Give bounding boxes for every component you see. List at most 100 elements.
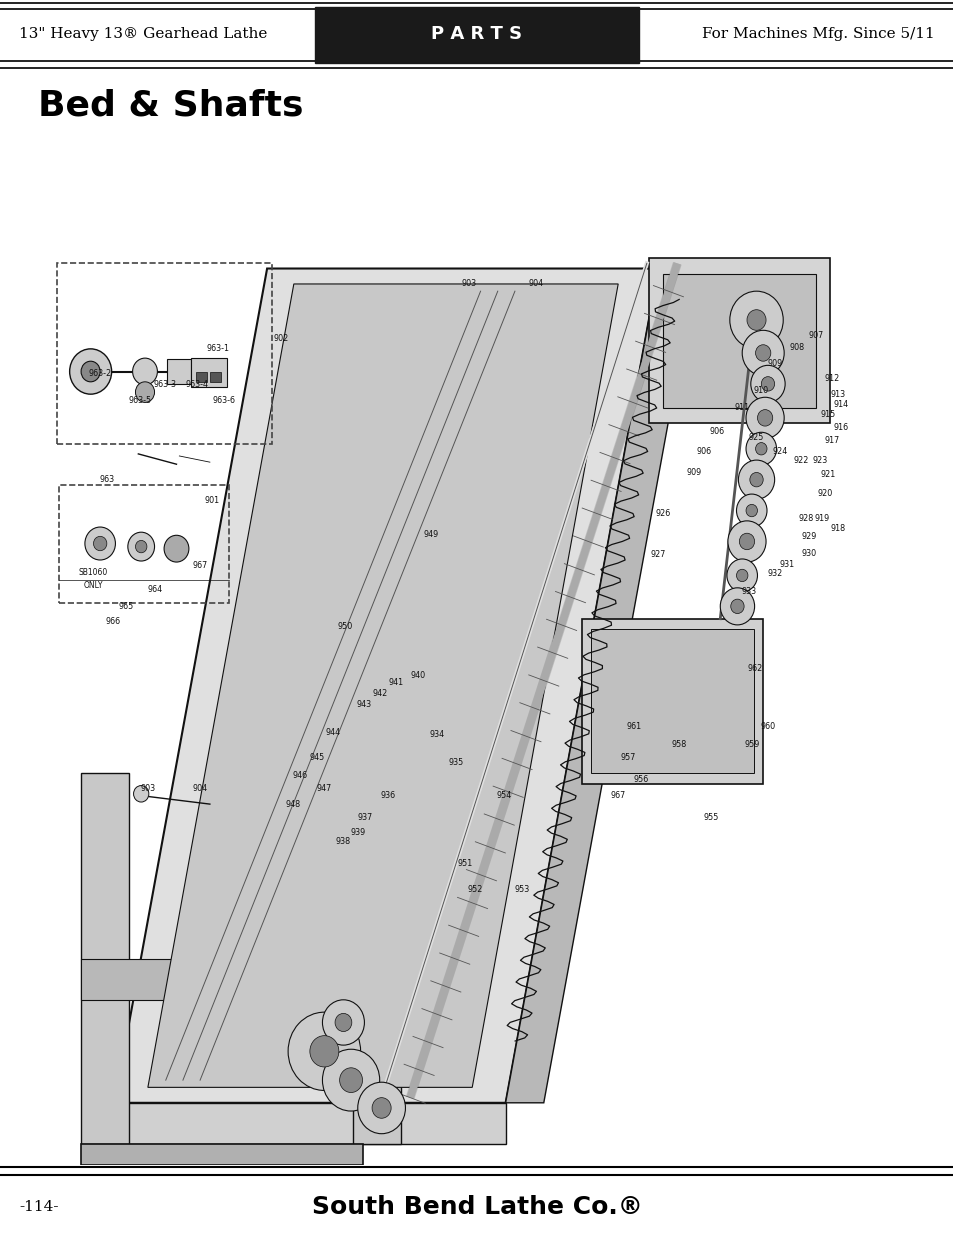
Text: 907: 907 xyxy=(807,331,822,340)
Bar xyxy=(167,359,191,384)
Bar xyxy=(191,358,227,387)
Text: 929: 929 xyxy=(801,532,816,541)
Text: 948: 948 xyxy=(285,799,300,809)
Text: 932: 932 xyxy=(766,569,781,578)
Polygon shape xyxy=(114,268,658,1103)
Circle shape xyxy=(749,473,762,487)
Text: 920: 920 xyxy=(817,489,832,498)
Bar xyxy=(662,274,815,408)
Text: 928: 928 xyxy=(798,514,813,524)
Text: P A R T S: P A R T S xyxy=(431,25,522,43)
Text: 930: 930 xyxy=(801,550,816,558)
Bar xyxy=(57,263,272,443)
Circle shape xyxy=(128,532,154,561)
Text: 964: 964 xyxy=(148,585,163,594)
Bar xyxy=(591,629,753,773)
Text: 915: 915 xyxy=(820,410,835,419)
Text: 956: 956 xyxy=(633,774,648,784)
Text: 962: 962 xyxy=(747,663,762,673)
Text: 903: 903 xyxy=(461,279,476,289)
Text: 967: 967 xyxy=(193,561,208,569)
Circle shape xyxy=(81,361,100,382)
Circle shape xyxy=(132,358,157,385)
Circle shape xyxy=(741,330,783,375)
Polygon shape xyxy=(81,958,400,1000)
Circle shape xyxy=(739,534,754,550)
Circle shape xyxy=(729,291,782,348)
Circle shape xyxy=(133,785,149,802)
Text: 911: 911 xyxy=(734,403,749,412)
Circle shape xyxy=(93,536,107,551)
Text: 963-4: 963-4 xyxy=(186,380,209,389)
Bar xyxy=(59,485,229,603)
Text: South Bend Lathe Co.®: South Bend Lathe Co.® xyxy=(312,1194,641,1219)
Text: 917: 917 xyxy=(823,436,839,445)
Text: 959: 959 xyxy=(743,740,759,748)
Circle shape xyxy=(357,1082,405,1134)
Text: 901: 901 xyxy=(204,495,219,505)
Circle shape xyxy=(339,1068,362,1093)
Circle shape xyxy=(322,1050,379,1112)
Text: 954: 954 xyxy=(496,792,511,800)
Bar xyxy=(210,372,221,382)
Text: 910: 910 xyxy=(753,385,768,394)
Text: 904: 904 xyxy=(528,279,543,289)
Text: 965: 965 xyxy=(118,601,133,611)
Text: 957: 957 xyxy=(619,753,635,762)
Text: 908: 908 xyxy=(788,343,803,352)
Circle shape xyxy=(135,382,154,403)
Text: 933: 933 xyxy=(740,588,756,597)
Polygon shape xyxy=(505,268,696,1103)
Text: 946: 946 xyxy=(293,771,308,779)
Text: 967: 967 xyxy=(610,792,625,800)
Circle shape xyxy=(730,599,743,614)
Text: 945: 945 xyxy=(309,753,324,762)
Text: 955: 955 xyxy=(702,813,718,823)
Text: 943: 943 xyxy=(356,700,372,709)
Text: 903: 903 xyxy=(140,784,155,793)
Polygon shape xyxy=(114,1103,505,1144)
Text: 926: 926 xyxy=(655,509,670,519)
Polygon shape xyxy=(581,619,762,783)
Text: 922: 922 xyxy=(793,456,808,464)
Circle shape xyxy=(750,366,784,403)
Text: 923: 923 xyxy=(812,456,827,464)
Circle shape xyxy=(736,494,766,527)
Text: 921: 921 xyxy=(820,471,835,479)
Text: 941: 941 xyxy=(388,678,403,687)
Text: 963-6: 963-6 xyxy=(213,396,235,405)
Text: 906: 906 xyxy=(709,427,724,436)
Text: 918: 918 xyxy=(829,524,844,532)
Text: 909: 909 xyxy=(686,468,701,477)
Text: 963-5: 963-5 xyxy=(129,396,152,405)
Circle shape xyxy=(745,398,783,438)
Text: 931: 931 xyxy=(779,559,794,568)
Polygon shape xyxy=(353,773,400,1144)
Text: 924: 924 xyxy=(772,447,787,457)
Circle shape xyxy=(755,345,770,361)
Text: 953: 953 xyxy=(514,885,529,894)
Circle shape xyxy=(746,310,765,330)
Text: 940: 940 xyxy=(410,671,425,679)
Text: 966: 966 xyxy=(105,618,120,626)
Polygon shape xyxy=(148,284,618,1087)
Text: 942: 942 xyxy=(372,689,387,699)
Circle shape xyxy=(745,504,757,516)
Text: 935: 935 xyxy=(448,758,463,767)
Circle shape xyxy=(727,521,765,562)
Text: SB1060: SB1060 xyxy=(79,568,108,577)
Text: 925: 925 xyxy=(748,433,763,442)
Text: 939: 939 xyxy=(350,829,365,837)
Circle shape xyxy=(335,1014,352,1031)
Text: 963-2: 963-2 xyxy=(89,369,112,378)
Text: 916: 916 xyxy=(833,422,848,431)
Text: 951: 951 xyxy=(457,860,473,868)
Text: 960: 960 xyxy=(760,722,775,731)
Polygon shape xyxy=(81,773,129,1144)
Text: 944: 944 xyxy=(325,727,340,736)
Polygon shape xyxy=(81,1144,362,1165)
Text: 906: 906 xyxy=(696,447,711,457)
Circle shape xyxy=(736,569,747,582)
Circle shape xyxy=(372,1098,391,1118)
Bar xyxy=(314,7,639,63)
